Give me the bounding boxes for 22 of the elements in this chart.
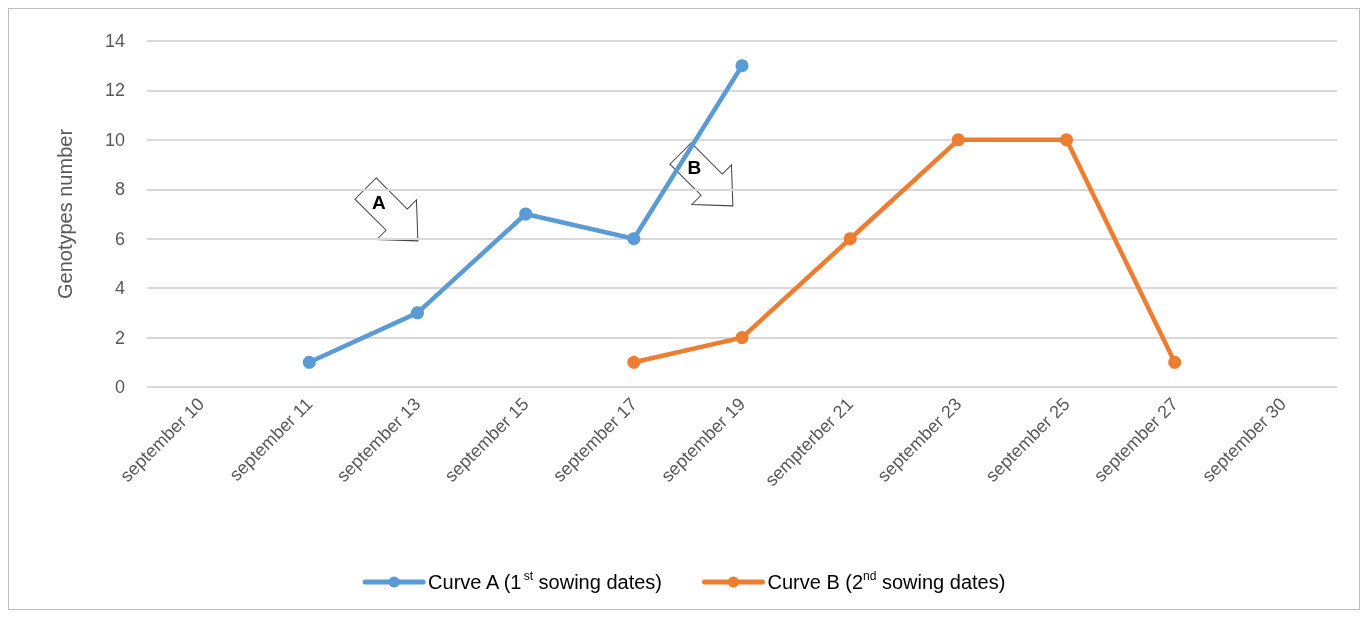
point bbox=[519, 207, 533, 221]
y-tick-label: 6 bbox=[114, 228, 125, 249]
y-tick-label: 14 bbox=[104, 31, 125, 51]
point bbox=[627, 355, 641, 369]
point bbox=[410, 306, 424, 320]
point bbox=[735, 59, 749, 73]
y-tick-label: 8 bbox=[114, 179, 125, 200]
annotation: B bbox=[687, 156, 702, 178]
point bbox=[627, 232, 641, 246]
annotation: A bbox=[372, 191, 387, 213]
y-tick-label: 2 bbox=[114, 327, 125, 348]
point bbox=[843, 232, 857, 246]
point bbox=[1060, 133, 1074, 147]
y-axis-title: Genotypes number bbox=[54, 128, 76, 300]
y-tick-label: 4 bbox=[114, 278, 125, 299]
point bbox=[735, 331, 749, 345]
point bbox=[302, 355, 316, 369]
y-tick-label: 12 bbox=[104, 80, 125, 101]
point bbox=[951, 133, 965, 147]
y-tick-label: 10 bbox=[104, 129, 125, 150]
point bbox=[1168, 355, 1182, 369]
y-tick-label: 0 bbox=[114, 377, 125, 397]
